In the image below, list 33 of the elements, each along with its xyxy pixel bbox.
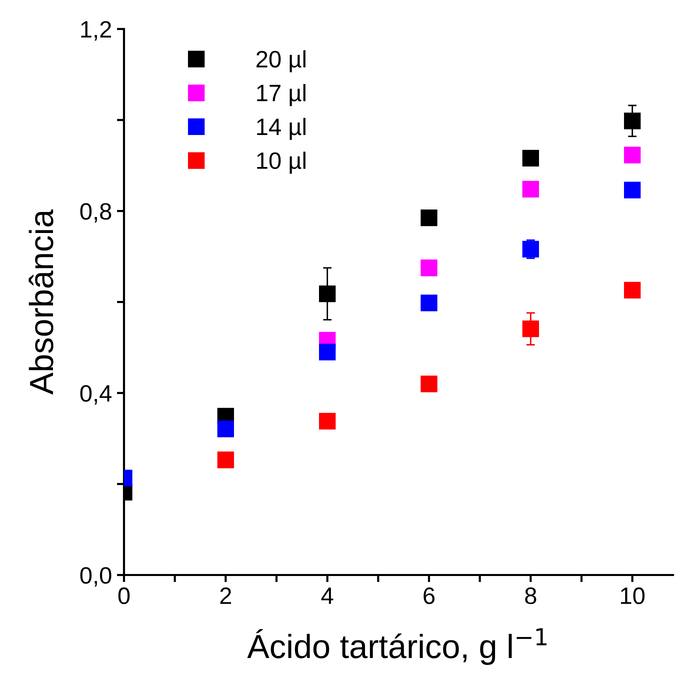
y-tick-label: 1,2 [81,21,112,41]
point [217,452,234,468]
x-tick-label: 0 [118,587,130,604]
point [319,344,336,360]
y-tick-label: 0,0 [80,567,112,587]
x-tick-label: 4 [321,588,334,604]
y-axis-title: Absorbância [28,209,54,395]
point [319,285,336,302]
point [522,150,539,167]
x-axis-title: Ácido tartárico, g l$^{−1}$ [247,628,547,665]
x-tick-label: 10 [621,587,645,604]
point [522,180,539,198]
legend-label: 14 µl [257,118,306,140]
point [420,209,438,226]
point [420,294,438,312]
point [319,412,336,430]
point [624,112,641,130]
x-tick-label: 2 [220,587,232,604]
point [624,282,641,299]
legend-label: 10 µl [257,152,306,174]
y-tick-label: 0,4 [80,385,112,405]
legend-label: 20 µl [256,50,306,72]
point [420,260,438,276]
point [522,240,539,258]
point [217,420,234,438]
point [420,376,438,392]
x-tick-label: 6 [424,587,435,604]
legend-label: 17 µl [257,84,306,106]
y-tick-label: 0,8 [80,203,112,223]
point [522,320,539,338]
point [624,146,641,164]
point [624,182,641,198]
x-tick-label: 8 [525,587,536,604]
